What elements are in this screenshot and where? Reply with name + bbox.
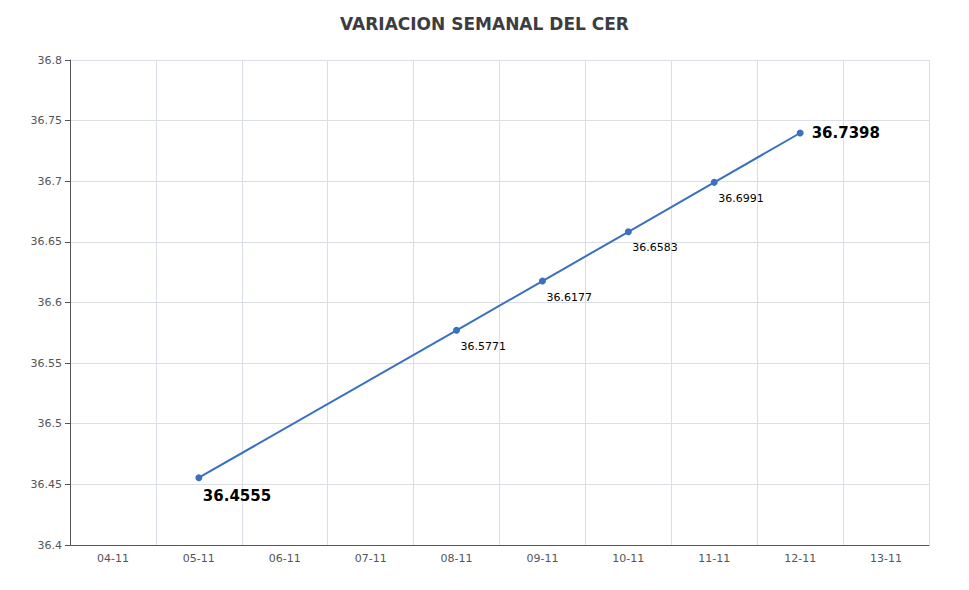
svg-text:36.4555: 36.4555 — [203, 487, 271, 505]
svg-text:11-11: 11-11 — [698, 552, 730, 565]
svg-text:05-11: 05-11 — [183, 552, 215, 565]
svg-text:36.5: 36.5 — [38, 417, 63, 430]
svg-text:36.4: 36.4 — [38, 539, 63, 552]
svg-text:36.45: 36.45 — [31, 478, 63, 491]
svg-text:36.7: 36.7 — [38, 175, 63, 188]
svg-text:36.5771: 36.5771 — [461, 340, 507, 353]
svg-text:36.6991: 36.6991 — [718, 192, 764, 205]
svg-text:08-11: 08-11 — [441, 552, 473, 565]
svg-text:36.75: 36.75 — [31, 114, 63, 127]
svg-text:36.65: 36.65 — [31, 235, 63, 248]
svg-text:36.6583: 36.6583 — [632, 241, 678, 254]
svg-text:36.55: 36.55 — [31, 357, 63, 370]
svg-text:09-11: 09-11 — [526, 552, 558, 565]
svg-text:06-11: 06-11 — [269, 552, 301, 565]
svg-text:10-11: 10-11 — [612, 552, 644, 565]
svg-text:36.7398: 36.7398 — [812, 124, 880, 142]
svg-text:36.8: 36.8 — [38, 54, 63, 67]
svg-text:04-11: 04-11 — [97, 552, 129, 565]
svg-text:VARIACION SEMANAL DEL CER: VARIACION SEMANAL DEL CER — [340, 14, 629, 34]
svg-text:12-11: 12-11 — [784, 552, 816, 565]
svg-text:07-11: 07-11 — [355, 552, 387, 565]
svg-text:13-11: 13-11 — [870, 552, 902, 565]
svg-text:36.6: 36.6 — [38, 296, 63, 309]
svg-text:36.6177: 36.6177 — [546, 291, 592, 304]
